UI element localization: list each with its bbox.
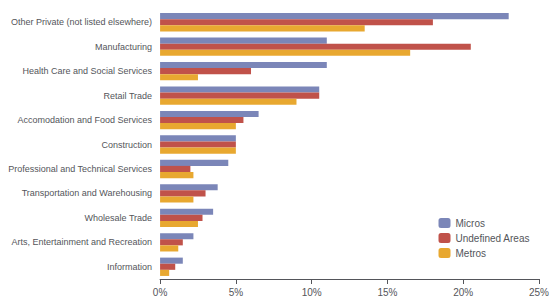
svg-text:5%: 5% [229, 287, 244, 298]
svg-text:15%: 15% [377, 287, 397, 298]
svg-text:Retail Trade: Retail Trade [104, 91, 153, 101]
svg-text:Metros: Metros [456, 248, 487, 259]
svg-text:20%: 20% [453, 287, 473, 298]
svg-text:Information: Information [107, 262, 152, 272]
svg-text:Wholesale Trade: Wholesale Trade [85, 213, 153, 223]
svg-text:Professional and Technical Ser: Professional and Technical Services [8, 164, 152, 174]
svg-text:Manufacturing: Manufacturing [95, 42, 152, 52]
svg-text:Construction: Construction [102, 140, 153, 150]
svg-text:Transportation and Warehousing: Transportation and Warehousing [22, 188, 152, 198]
svg-text:0%: 0% [153, 287, 168, 298]
svg-text:Arts, Entertainment and Recrea: Arts, Entertainment and Recreation [11, 237, 152, 247]
svg-text:Undefined Areas: Undefined Areas [456, 233, 530, 244]
svg-text:Accomodation and Food Services: Accomodation and Food Services [17, 115, 152, 125]
svg-text:Micros: Micros [456, 218, 485, 229]
svg-text:Other Private (not listed else: Other Private (not listed elsewhere) [11, 17, 152, 27]
svg-text:10%: 10% [302, 287, 322, 298]
svg-text:25%: 25% [529, 287, 549, 298]
svg-text:Health Care and Social Service: Health Care and Social Services [22, 66, 152, 76]
